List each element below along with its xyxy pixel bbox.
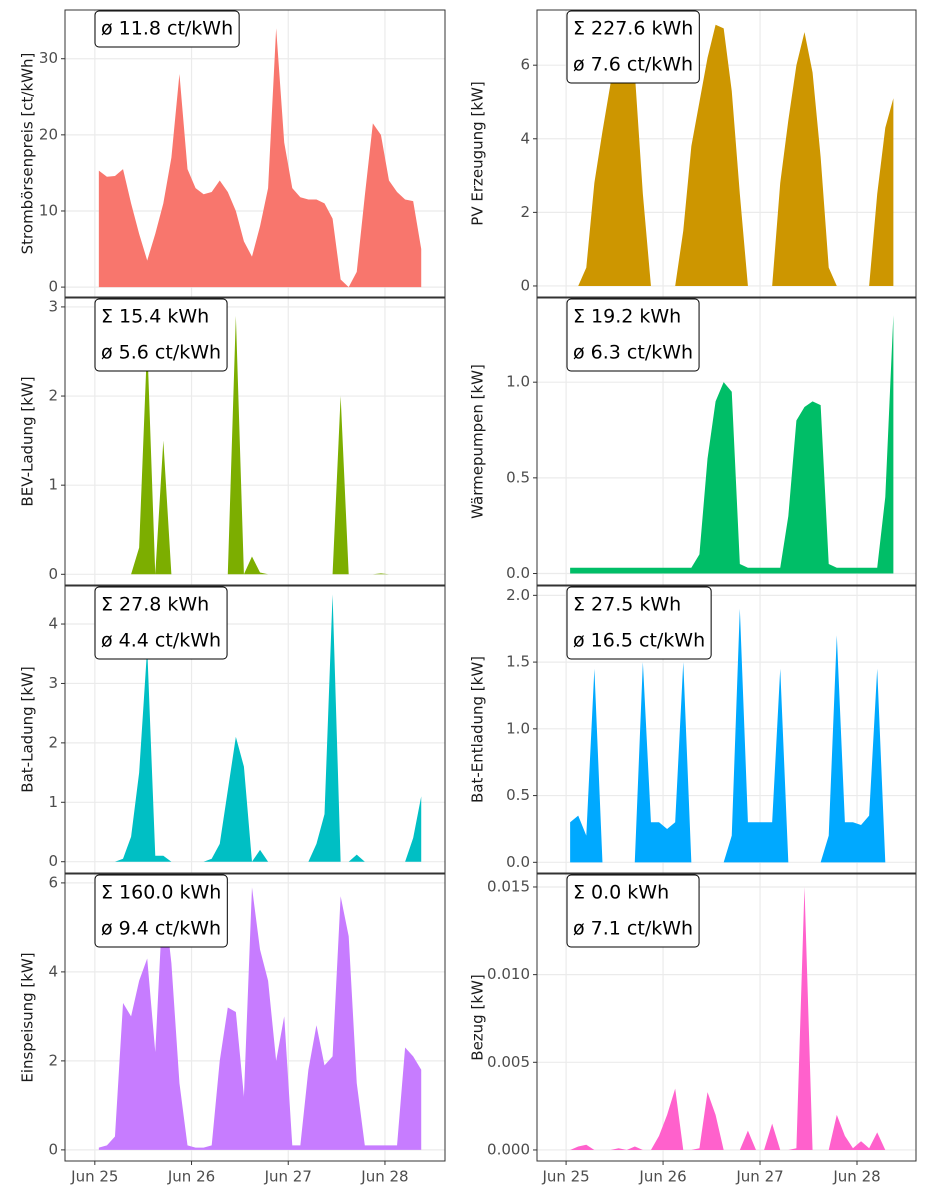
area — [570, 608, 894, 863]
y-tick-label: 0 — [48, 565, 58, 583]
area — [98, 887, 422, 1150]
y-tick-label: 0.0 — [506, 564, 530, 582]
y-tick-label: 2 — [48, 733, 58, 751]
y-tick-label: 10 — [39, 201, 58, 219]
annotation-box: Σ 0.0 kWh ø 7.1 ct/kWh — [566, 874, 700, 948]
y-axis-label: BEV-Ladung [kW] — [19, 376, 37, 506]
annotation-box: Σ 27.8 kWh ø 4.4 ct/kWh — [94, 586, 228, 660]
y-tick-label: 0 — [520, 276, 530, 294]
annotation-box: Σ 27.5 kWh ø 16.5 ct/kWh — [566, 586, 712, 660]
area — [570, 315, 894, 574]
annotation: Σ 19.2 kWh — [573, 306, 681, 328]
y-tick-label: 2 — [48, 1051, 58, 1069]
y-tick-label: 2 — [48, 387, 58, 405]
y-tick-label: 1 — [48, 476, 58, 494]
area — [570, 24, 894, 286]
y-tick-label: 1 — [48, 793, 58, 811]
annotation-frame — [94, 298, 228, 372]
panel-border — [536, 585, 917, 874]
annotation: ø 5.6 ct/kWh — [101, 342, 221, 364]
panel-border — [536, 873, 917, 1162]
y-tick-label: 0.015 — [487, 877, 530, 895]
x-tick-label: Jun 27 — [735, 1168, 783, 1186]
x-tick-label: Jun 26 — [638, 1168, 686, 1186]
annotation: ø 11.8 ct/kWh — [101, 18, 233, 40]
annotation: ø 9.4 ct/kWh — [101, 918, 221, 940]
y-axis-label: Bat-Entladung [kW] — [469, 656, 487, 803]
annotation-box: ø 11.8 ct/kWh — [94, 10, 240, 48]
annotation: Σ 27.5 kWh — [573, 594, 681, 616]
annotation: Σ 15.4 kWh — [101, 306, 209, 328]
y-tick-label: 0.010 — [487, 965, 530, 983]
y-tick-label: 30 — [39, 49, 58, 67]
annotation: ø 4.4 ct/kWh — [101, 630, 221, 652]
y-tick-label: 1.0 — [506, 373, 530, 391]
x-tick-label: Jun 25 — [541, 1168, 589, 1186]
y-axis-label: Wärmepumpen [kW] — [469, 364, 487, 519]
y-tick-label: 2.0 — [506, 586, 530, 604]
y-tick-label: 0.5 — [506, 468, 530, 486]
y-tick-label: 6 — [48, 873, 58, 891]
y-axis-label: Strombörsenpreis [ct/kWh] — [19, 53, 37, 255]
y-tick-label: 6 — [520, 56, 530, 74]
y-tick-label: 20 — [39, 125, 58, 143]
annotation: Σ 160.0 kWh — [101, 882, 221, 904]
y-tick-label: 0.000 — [487, 1140, 530, 1158]
panel-border — [64, 9, 446, 298]
y-tick-label: 0.0 — [506, 853, 530, 871]
area — [98, 315, 422, 575]
x-tick-label: Jun 28 — [360, 1168, 408, 1186]
annotation: ø 6.3 ct/kWh — [573, 342, 693, 364]
y-tick-label: 0.005 — [487, 1053, 530, 1071]
y-tick-label: 1.5 — [506, 653, 530, 671]
annotation: ø 7.1 ct/kWh — [573, 918, 693, 940]
annotation-frame — [94, 586, 228, 660]
y-tick-label: 3 — [48, 297, 58, 315]
y-tick-label: 1.0 — [506, 719, 530, 737]
annotation-box: Σ 227.6 kWh ø 7.6 ct/kWh — [566, 10, 700, 84]
panel-border — [536, 297, 917, 586]
x-tick-label: Jun 28 — [832, 1168, 880, 1186]
annotation-box: Σ 19.2 kWh ø 6.3 ct/kWh — [566, 298, 700, 372]
annotation-box: Σ 160.0 kWh ø 9.4 ct/kWh — [94, 874, 228, 948]
annotation: Σ 227.6 kWh — [573, 18, 693, 40]
y-tick-label: 0 — [48, 1140, 58, 1158]
panel-border — [64, 585, 446, 874]
y-axis-label: Einspeisung [kW] — [19, 952, 37, 1082]
panel-border — [536, 9, 917, 298]
annotation-frame — [566, 874, 700, 948]
annotation-frame — [566, 10, 700, 84]
annotation-box: Σ 15.4 kWh ø 5.6 ct/kWh — [94, 298, 228, 372]
x-tick-label: Jun 27 — [264, 1168, 312, 1186]
annotation-frame — [566, 586, 712, 660]
annotation: Σ 0.0 kWh — [573, 882, 669, 904]
y-tick-label: 4 — [48, 615, 58, 633]
panel-border — [64, 873, 446, 1162]
y-axis-label: Bat-Ladung [kW] — [19, 666, 37, 792]
y-axis-label: PV Erzeugung [kW] — [469, 81, 487, 225]
annotation: ø 16.5 ct/kWh — [573, 630, 705, 652]
area — [98, 28, 422, 288]
y-tick-label: 0 — [48, 852, 58, 870]
y-tick-label: 0 — [48, 278, 58, 296]
y-axis-label: Bezug [kW] — [469, 974, 487, 1060]
annotation-frame — [94, 10, 240, 48]
y-tick-label: 3 — [48, 674, 58, 692]
y-tick-label: 4 — [520, 129, 530, 147]
annotation-frame — [566, 298, 700, 372]
y-tick-label: 2 — [520, 203, 530, 221]
x-tick-label: Jun 25 — [70, 1168, 118, 1186]
y-tick-label: 0.5 — [506, 786, 530, 804]
panel-border — [64, 297, 446, 586]
annotation: Σ 27.8 kWh — [101, 594, 209, 616]
x-tick-label: Jun 26 — [167, 1168, 215, 1186]
annotation-frame — [94, 874, 228, 948]
y-tick-label: 4 — [48, 962, 58, 980]
annotation: ø 7.6 ct/kWh — [573, 54, 693, 76]
